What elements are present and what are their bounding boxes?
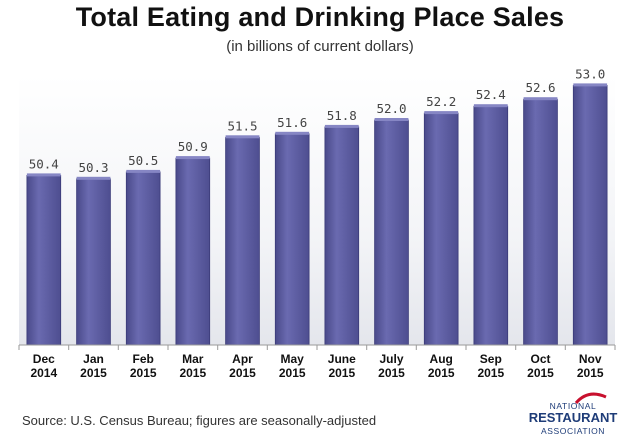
x-tick-label-month: Apr bbox=[232, 352, 253, 366]
x-tick-label-month: Nov bbox=[579, 352, 602, 366]
x-tick-label-year: 2015 bbox=[378, 366, 405, 380]
bar-top-cap bbox=[175, 156, 210, 160]
bar-top-cap bbox=[324, 124, 359, 128]
bar-july-2015 bbox=[374, 119, 409, 346]
plot-area bbox=[19, 75, 615, 345]
logo-line-association: ASSOCIATION bbox=[540, 426, 606, 436]
bar-feb-2015 bbox=[125, 171, 161, 346]
x-tick-label-month: May bbox=[281, 352, 305, 366]
x-tick-label-year: 2015 bbox=[80, 366, 107, 380]
x-tick-label-month: July bbox=[379, 352, 403, 366]
data-label: 52.6 bbox=[525, 80, 555, 95]
x-tick-label-year: 2015 bbox=[577, 366, 604, 380]
x-tick-label-month: Aug bbox=[430, 352, 453, 366]
x-tick-label-year: 2015 bbox=[527, 366, 554, 380]
x-tick-label-year: 2015 bbox=[229, 366, 256, 380]
data-label: 50.4 bbox=[29, 156, 59, 171]
bar-oct-2015 bbox=[523, 98, 558, 346]
x-tick-label-month: Dec bbox=[33, 352, 55, 366]
x-tick-label-month: Mar bbox=[182, 352, 204, 366]
source-note: Source: U.S. Census Bureau; figures are … bbox=[22, 413, 377, 428]
data-label: 52.2 bbox=[426, 94, 456, 109]
logo-line-restaurant: RESTAURANT bbox=[528, 410, 618, 425]
bar-may-2015 bbox=[274, 133, 310, 346]
x-tick-label-year: 2014 bbox=[30, 366, 57, 380]
nra-logo: NATIONAL RESTAURANT ASSOCIATION bbox=[518, 392, 628, 443]
bar-mar-2015 bbox=[175, 157, 211, 346]
data-label: 51.8 bbox=[327, 108, 357, 123]
data-label: 51.5 bbox=[227, 118, 257, 133]
bar-sep-2015 bbox=[473, 105, 509, 346]
bar-top-cap bbox=[76, 176, 111, 180]
bars-group: 50.4 50.3 50.5 50.9 51.5 51.6 51.8 52.0 52.2 52.4… bbox=[26, 66, 608, 346]
bar-nov-2015 bbox=[572, 85, 608, 346]
bar-june-2015 bbox=[324, 126, 360, 346]
bar-dec-2014 bbox=[26, 174, 62, 346]
bar-top-cap bbox=[424, 111, 459, 115]
chart-title: Total Eating and Drinking Place Sales bbox=[75, 2, 565, 32]
x-tick-label-year: 2015 bbox=[279, 366, 306, 380]
x-tick-label-month: Feb bbox=[133, 352, 154, 366]
bar-top-cap bbox=[374, 118, 409, 121]
x-tick-label-year: 2015 bbox=[179, 366, 206, 380]
bar-top-cap bbox=[26, 173, 61, 177]
bar-top-cap bbox=[523, 97, 558, 101]
x-tick-label-year: 2015 bbox=[328, 366, 355, 380]
data-label: 53.0 bbox=[575, 66, 605, 81]
data-label: 51.6 bbox=[277, 115, 307, 130]
bar-top-cap bbox=[573, 83, 608, 87]
x-tick-label-year: 2015 bbox=[428, 366, 455, 380]
data-label: 52.4 bbox=[476, 87, 506, 102]
x-tick-label-month: Jan bbox=[83, 352, 104, 366]
data-label: 52.0 bbox=[376, 101, 406, 116]
x-tick-label-year: 2015 bbox=[477, 366, 504, 380]
bar-top-cap bbox=[275, 131, 310, 135]
bar-jan-2015 bbox=[76, 178, 111, 346]
x-tick-label-month: June bbox=[328, 352, 356, 366]
bar-top-cap bbox=[126, 169, 161, 173]
bar-top-cap bbox=[225, 135, 260, 139]
logo-line-national: NATIONAL bbox=[549, 401, 597, 411]
x-axis-ticks: Dec2014Jan2015Feb2015Mar2015Apr2015May20… bbox=[18, 345, 616, 380]
bar-top-cap bbox=[473, 104, 508, 108]
x-tick-label-year: 2015 bbox=[130, 366, 157, 380]
data-label: 50.3 bbox=[78, 160, 108, 175]
bar-apr-2015 bbox=[225, 136, 260, 346]
x-tick-label-month: Sep bbox=[480, 352, 502, 366]
swoosh-icon bbox=[574, 392, 607, 405]
data-label: 50.5 bbox=[128, 153, 158, 168]
bar-aug-2015 bbox=[423, 112, 459, 346]
data-label: 50.9 bbox=[178, 139, 208, 154]
chart-subtitle: (in billions of current dollars) bbox=[226, 38, 414, 55]
x-tick-label-month: Oct bbox=[530, 352, 550, 366]
